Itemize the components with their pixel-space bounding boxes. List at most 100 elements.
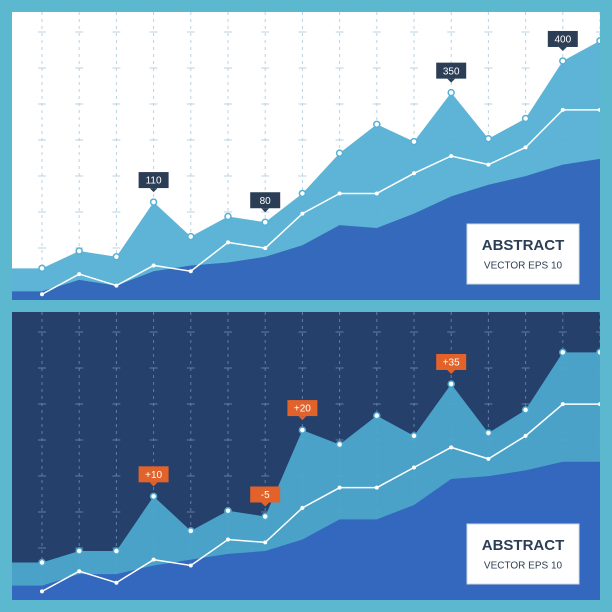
line-point [188, 269, 193, 274]
area-point [298, 426, 307, 434]
line-point [449, 154, 454, 158]
annotation-pointer [558, 46, 567, 51]
label-box [466, 523, 580, 585]
area-point [596, 348, 600, 357]
area-point [75, 547, 83, 555]
label-box [466, 223, 580, 285]
area-point [596, 37, 600, 45]
line-point [114, 580, 119, 585]
area-point [447, 88, 455, 97]
series-line [41, 109, 600, 295]
area-point [298, 189, 307, 198]
annotation-label: +35 [443, 358, 460, 369]
line-point [412, 465, 416, 470]
annotation-pointer [149, 188, 158, 193]
box-subtitle: VECTOR EPS 10 [484, 261, 563, 272]
box-title: ABSTRACT [482, 237, 565, 254]
line-point [560, 402, 565, 407]
annotation-pointer [261, 208, 270, 213]
area-point [447, 380, 455, 388]
series-line [41, 403, 600, 593]
area-point [521, 114, 530, 123]
line-point [523, 433, 528, 438]
area-point [38, 264, 46, 273]
annotation-box [287, 400, 318, 417]
line-point [151, 557, 156, 562]
annotation-box [547, 30, 578, 47]
line-point [337, 485, 342, 490]
area-point [149, 198, 158, 206]
area-point [38, 558, 46, 567]
annotation-box [250, 192, 281, 209]
annotation-label: +10 [145, 470, 162, 481]
area-point [521, 406, 530, 414]
annotation-pointer [298, 416, 307, 421]
annotation-box [436, 354, 467, 370]
line-point [374, 485, 379, 490]
line-point [40, 292, 44, 297]
line-point [560, 107, 565, 112]
line-point [374, 191, 379, 196]
area-point [335, 440, 344, 449]
annotation-box [138, 466, 169, 483]
annotation-pointer [447, 78, 456, 83]
box-subtitle: VECTOR EPS 10 [484, 561, 563, 572]
area [12, 461, 600, 600]
line-point [77, 569, 82, 574]
line-point [449, 445, 454, 450]
line-point [263, 540, 268, 545]
line-point [151, 263, 156, 268]
line-point [188, 563, 193, 568]
line-point [486, 162, 491, 167]
area-point [149, 492, 158, 501]
annotation-box [138, 172, 169, 189]
area-point [484, 429, 493, 437]
annotation-label: 400 [554, 35, 571, 46]
line-point [40, 589, 44, 594]
line-point [412, 171, 416, 176]
area-point [75, 247, 83, 255]
line-point [77, 272, 82, 277]
panel: 110 80 350 400 ABSTRACT VECTOR EPS 10 [12, 12, 600, 300]
area-point [224, 212, 232, 221]
line-point [300, 505, 305, 510]
annotation-label: 80 [260, 196, 272, 207]
annotation-label: +20 [294, 404, 311, 415]
annotation-label: -5 [261, 490, 270, 501]
line-point [523, 145, 528, 150]
area-point [559, 348, 567, 357]
line-point [263, 246, 268, 251]
area-point [261, 218, 269, 226]
area-point [112, 547, 121, 555]
annotation-pointer [261, 502, 270, 507]
line-point [114, 283, 119, 288]
area [12, 158, 600, 300]
panel: +10 -5 +20 +35 ABSTRACT VECTOR EPS 10 [12, 312, 600, 600]
area-point [559, 57, 567, 65]
line-point [226, 240, 230, 245]
area-point [112, 253, 121, 261]
line-point [598, 402, 600, 407]
annotation-pointer [447, 370, 456, 374]
area-point [187, 527, 195, 535]
area-point [373, 120, 381, 129]
area-point [224, 506, 232, 515]
area-point [373, 411, 381, 420]
line-point [337, 191, 342, 196]
area-point [261, 512, 269, 521]
annotation-pointer [149, 482, 158, 487]
area-point [484, 134, 493, 143]
line-point [226, 537, 230, 542]
line-point [598, 107, 600, 112]
line-point [486, 456, 491, 461]
annotation-box [250, 486, 281, 503]
box-title: ABSTRACT [482, 537, 565, 554]
annotation-label: 350 [443, 66, 460, 77]
area-point [410, 432, 418, 440]
area-point [187, 232, 195, 241]
area-point [410, 137, 418, 146]
area-point [335, 149, 344, 157]
line-point [300, 211, 305, 216]
